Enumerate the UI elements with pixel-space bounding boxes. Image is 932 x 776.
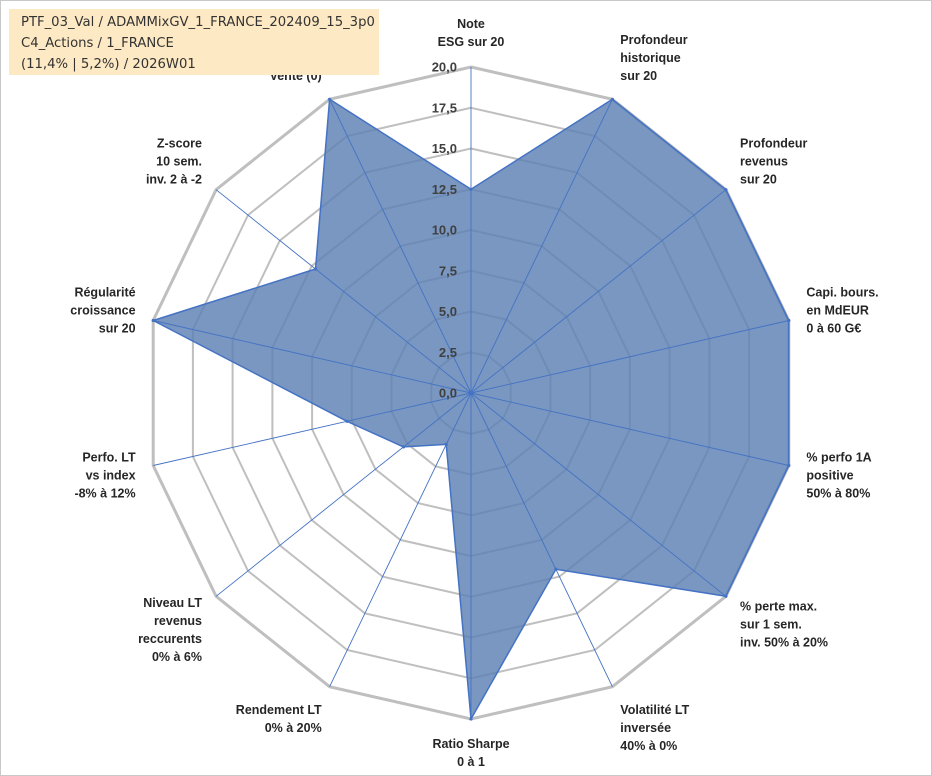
category-label-line: 0 à 1	[457, 755, 485, 769]
tick-label-2: 5,0	[439, 304, 457, 319]
category-label-line: % perfo 1A	[806, 451, 871, 465]
category-label-line: Profondeur	[620, 33, 687, 47]
category-label-line: revenus	[740, 155, 788, 169]
data-point-6	[554, 567, 558, 571]
category-label-line: Régularité	[74, 285, 135, 299]
tick-labels: 0,0 2,5 5,0 7,5 10,0 12,5 15,0 17,5 20,0	[432, 60, 457, 401]
category-label-line: 0 à 60 G€	[806, 321, 861, 335]
info-line-2: C4_Actions / 1_FRANCE	[21, 36, 174, 51]
category-label-11: Régularité croissance sur 20	[70, 285, 135, 335]
category-label-line: sur 20	[740, 173, 777, 187]
category-label-line: reccurents	[138, 632, 202, 646]
data-point-13	[328, 97, 332, 101]
category-label-8: Rendement LT 0% à 20%	[236, 703, 322, 735]
category-label-line: revenus	[154, 614, 202, 628]
axis-spoke-9	[215, 392, 472, 597]
category-label-line: 40% à 0%	[620, 739, 677, 753]
category-label-9: Niveau LT revenus reccurents 0% à 6%	[138, 596, 202, 664]
category-label-line: Perfo. LT	[82, 451, 136, 465]
axis-spoke-13	[329, 99, 472, 394]
data-point-9	[401, 445, 406, 449]
axis-spoke-10	[153, 392, 472, 466]
category-label-1: Profondeur historique sur 20	[620, 33, 687, 83]
axis-spoke-12	[215, 189, 472, 394]
category-label-4: % perfo 1A positive 50% à 80%	[806, 451, 871, 501]
axis-spoke-5	[470, 392, 727, 597]
category-label-3: Capi. bours. en MdEUR 0 à 60 G€	[806, 285, 878, 335]
category-label-line: Profondeur	[740, 137, 807, 151]
category-label-line: Volatilité LT	[620, 703, 689, 717]
data-point-5	[724, 594, 728, 598]
category-label-line: 50% à 80%	[806, 487, 870, 501]
info-line-3: (11,4% | 5,2%) / 2026W01	[21, 57, 196, 72]
info-box: PTF_03_Val / ADAMMixGV_1_FRANCE_202409_1…	[9, 9, 379, 75]
category-label-line: Z-score	[157, 137, 202, 151]
category-label-0: Note ESG sur 20	[438, 17, 505, 49]
axis-spoke-1	[470, 99, 613, 394]
data-point-0	[469, 187, 473, 191]
category-labels: Note ESG sur 20 Profondeur historique sur 20…	[70, 17, 878, 769]
category-label-line: % perte max.	[740, 599, 817, 613]
category-label-10: Perfo. LT vs index -8% à 12%	[74, 451, 136, 501]
data-point-8	[444, 442, 448, 446]
category-label-line: inv. 50% à 20%	[740, 635, 828, 649]
tick-label-7: 17,5	[432, 100, 457, 115]
category-label-line: positive	[806, 469, 853, 483]
data-point-2	[724, 188, 728, 192]
category-label-line: vs index	[86, 469, 136, 483]
series-layer	[151, 67, 791, 721]
tick-label-4: 10,0	[432, 223, 457, 238]
axis-spoke-11	[153, 320, 472, 394]
axis-spoke-2	[470, 189, 727, 394]
category-label-line: -8% à 12%	[74, 487, 135, 501]
info-line-1: PTF_03_Val / ADAMMixGV_1_FRANCE_202409_1…	[21, 15, 375, 30]
data-point-1	[610, 97, 615, 101]
category-label-line: sur 20	[620, 69, 657, 83]
axis-spoke-4	[470, 392, 789, 466]
category-label-line: Note	[457, 17, 485, 31]
category-label-2: Profondeur revenus sur 20	[740, 137, 807, 187]
tick-label-6: 15,0	[432, 141, 457, 156]
category-label-line: sur 20	[99, 321, 136, 335]
category-label-line: Ratio Sharpe	[432, 737, 509, 751]
tick-label-5: 12,5	[432, 182, 457, 197]
category-label-line: inversée	[620, 721, 671, 735]
data-point-7	[469, 717, 473, 721]
tick-label-1: 2,5	[439, 345, 457, 360]
category-label-line: Capi. bours.	[806, 285, 878, 299]
tick-label-3: 7,5	[439, 263, 457, 278]
category-label-7: Ratio Sharpe 0 à 1	[432, 737, 509, 769]
category-label-line: 10 sem.	[156, 155, 202, 169]
tick-label-8: 20,0	[432, 60, 457, 75]
category-label-line: sur 1 sem.	[740, 617, 802, 631]
category-label-line: Niveau LT	[143, 596, 202, 610]
data-point-10	[345, 419, 349, 423]
category-label-5: % perte max. sur 1 sem. inv. 50% à 20%	[740, 599, 828, 649]
tick-label-0: 0,0	[439, 386, 457, 401]
category-label-line: 0% à 20%	[265, 721, 322, 735]
data-point-11	[151, 318, 155, 323]
axis-spoke-8	[329, 392, 472, 687]
category-label-line: 0% à 6%	[152, 650, 202, 664]
axis-spoke-3	[470, 320, 789, 394]
category-label-12: Z-score 10 sem. inv. 2 à -2	[146, 137, 202, 187]
data-point-4	[787, 463, 791, 468]
data-point-12	[313, 267, 318, 271]
axis-spoke-6	[470, 392, 613, 687]
category-label-line: croissance	[70, 303, 135, 317]
category-label-line: inv. 2 à -2	[146, 173, 202, 187]
category-label-line: historique	[620, 51, 680, 65]
category-label-line: en MdEUR	[806, 303, 869, 317]
category-label-line: ESG sur 20	[438, 35, 505, 49]
category-label-line: Rendement LT	[236, 703, 322, 717]
data-point-3	[787, 318, 791, 323]
category-label-6: Volatilité LT inversée 40% à 0%	[620, 703, 689, 753]
